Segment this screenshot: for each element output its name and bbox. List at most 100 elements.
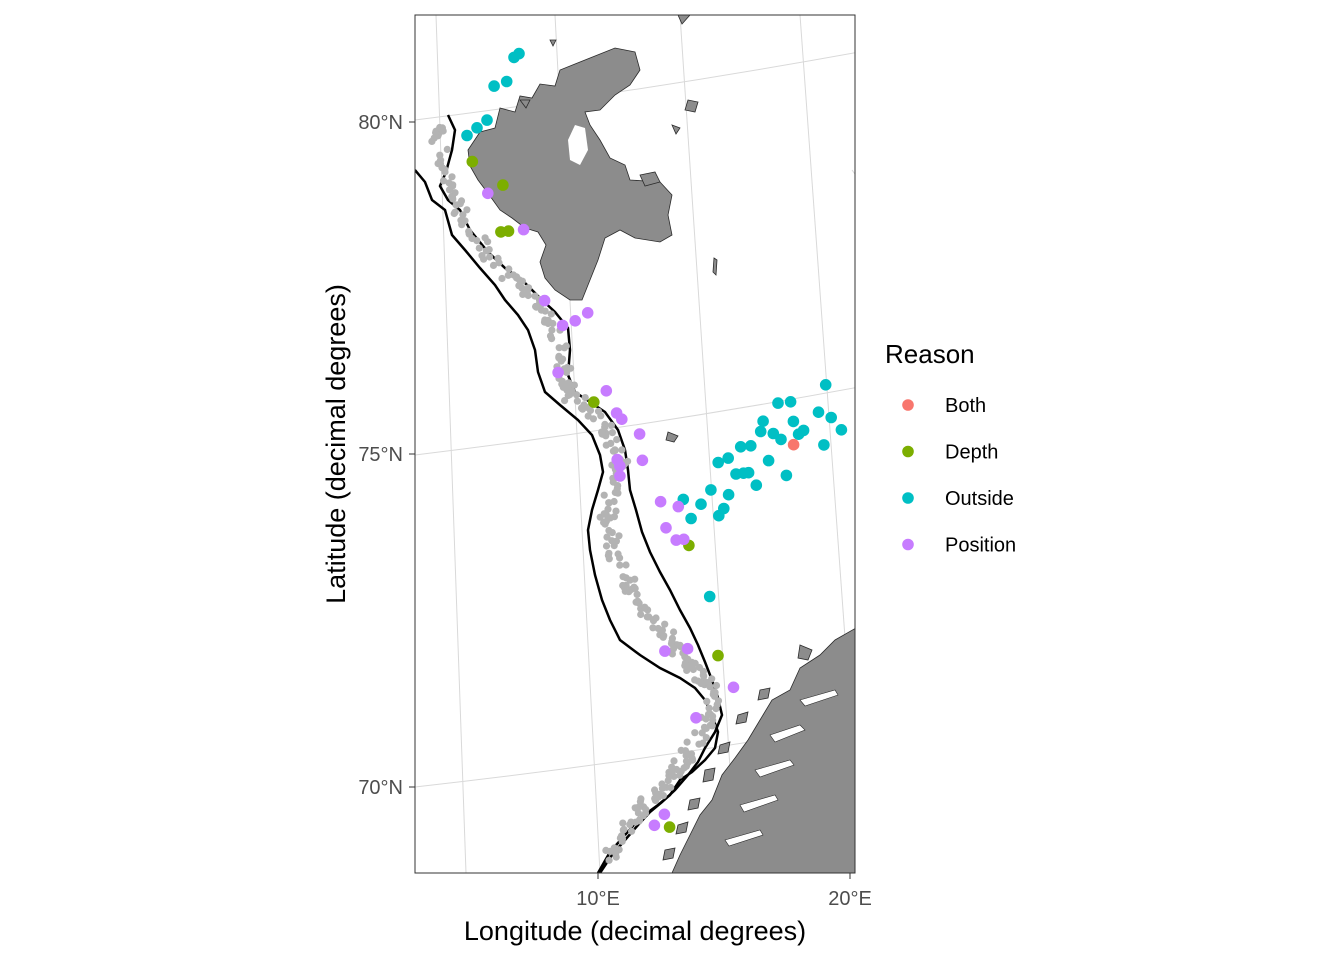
point-outside — [750, 479, 763, 492]
track-point — [463, 206, 471, 214]
contour-outer — [415, 169, 720, 873]
track-point — [682, 757, 691, 765]
track-point — [567, 364, 575, 372]
track-point — [613, 484, 621, 493]
track-point — [486, 253, 494, 261]
track-point — [484, 238, 492, 246]
track-point — [489, 261, 498, 269]
point-position — [659, 645, 671, 657]
point-outside — [712, 456, 724, 469]
point-position — [581, 307, 594, 319]
legend-label-depth: Depth — [945, 442, 998, 464]
point-outside — [734, 441, 747, 453]
track-point — [448, 173, 456, 181]
track-point — [702, 734, 710, 742]
track-point — [659, 633, 667, 641]
point-position — [681, 642, 694, 655]
track-point — [654, 791, 662, 800]
track-point — [607, 421, 616, 429]
track-point — [677, 746, 685, 755]
legend-label-position: Position — [945, 535, 1016, 557]
y-tick-label-75: 75°N — [358, 444, 403, 466]
point-depth — [712, 649, 724, 662]
track-point — [631, 818, 640, 826]
x-tick-label-10: 10°E — [576, 888, 620, 910]
track-point — [698, 729, 706, 737]
point-position — [727, 681, 740, 694]
point-position — [636, 454, 649, 467]
track-point — [625, 588, 633, 596]
track-point — [699, 667, 708, 676]
track-point — [649, 617, 658, 625]
point-outside — [812, 406, 825, 419]
track-point — [705, 704, 713, 712]
point-outside — [775, 433, 787, 446]
point-position — [482, 187, 494, 200]
point-position — [616, 413, 628, 426]
track-point — [509, 271, 518, 279]
point-position — [552, 366, 564, 379]
track-point — [668, 638, 676, 646]
point-outside — [461, 129, 473, 142]
track-point — [628, 827, 636, 835]
track-point — [478, 252, 486, 260]
svalbard-land — [467, 15, 718, 443]
track-point — [572, 391, 581, 399]
track-point — [544, 319, 552, 328]
legend-title: Reason — [885, 339, 975, 369]
track-point — [622, 561, 630, 569]
point-outside — [835, 424, 848, 436]
track-point — [681, 653, 689, 661]
track-point — [631, 584, 639, 593]
x-tick-label-20: 20°E — [828, 888, 872, 910]
graticule-lat-75 — [415, 387, 855, 456]
point-position — [556, 319, 569, 332]
track-point — [602, 542, 611, 550]
track-point — [607, 439, 615, 447]
track-points — [428, 123, 723, 864]
track-point — [635, 599, 643, 607]
track-point — [658, 784, 667, 793]
track-point — [598, 430, 606, 438]
track-point — [637, 610, 645, 619]
track-point — [605, 549, 613, 557]
fjords — [724, 689, 839, 847]
point-depth — [588, 396, 600, 408]
track-point — [468, 234, 476, 243]
point-outside — [819, 379, 832, 391]
track-point — [667, 783, 675, 792]
track-point — [610, 513, 619, 521]
point-outside — [762, 454, 775, 467]
point-position — [658, 808, 671, 821]
point-depth — [663, 821, 676, 833]
track-point — [541, 307, 549, 315]
track-point — [633, 804, 641, 813]
track-point — [564, 380, 572, 388]
point-position — [517, 223, 530, 236]
point-outside — [745, 440, 757, 452]
track-point — [709, 716, 717, 724]
track-point — [699, 739, 707, 747]
track-point — [633, 590, 641, 599]
track-point — [708, 675, 716, 683]
track-point — [461, 217, 469, 225]
point-outside — [513, 47, 525, 60]
track-point — [573, 397, 582, 405]
track-point — [451, 208, 459, 216]
track-point — [601, 423, 609, 431]
track-point — [608, 429, 617, 437]
track-point — [617, 832, 626, 840]
track-point — [439, 127, 447, 135]
point-position — [690, 712, 702, 724]
norway-land — [662, 628, 855, 873]
track-point — [475, 244, 483, 252]
point-outside — [722, 488, 735, 501]
point-position — [648, 819, 661, 832]
track-point — [564, 391, 572, 400]
point-position — [660, 522, 672, 534]
track-point — [602, 846, 610, 855]
track-point — [581, 394, 589, 402]
track-point — [449, 181, 457, 189]
point-position — [672, 500, 685, 513]
point-position — [538, 294, 551, 307]
